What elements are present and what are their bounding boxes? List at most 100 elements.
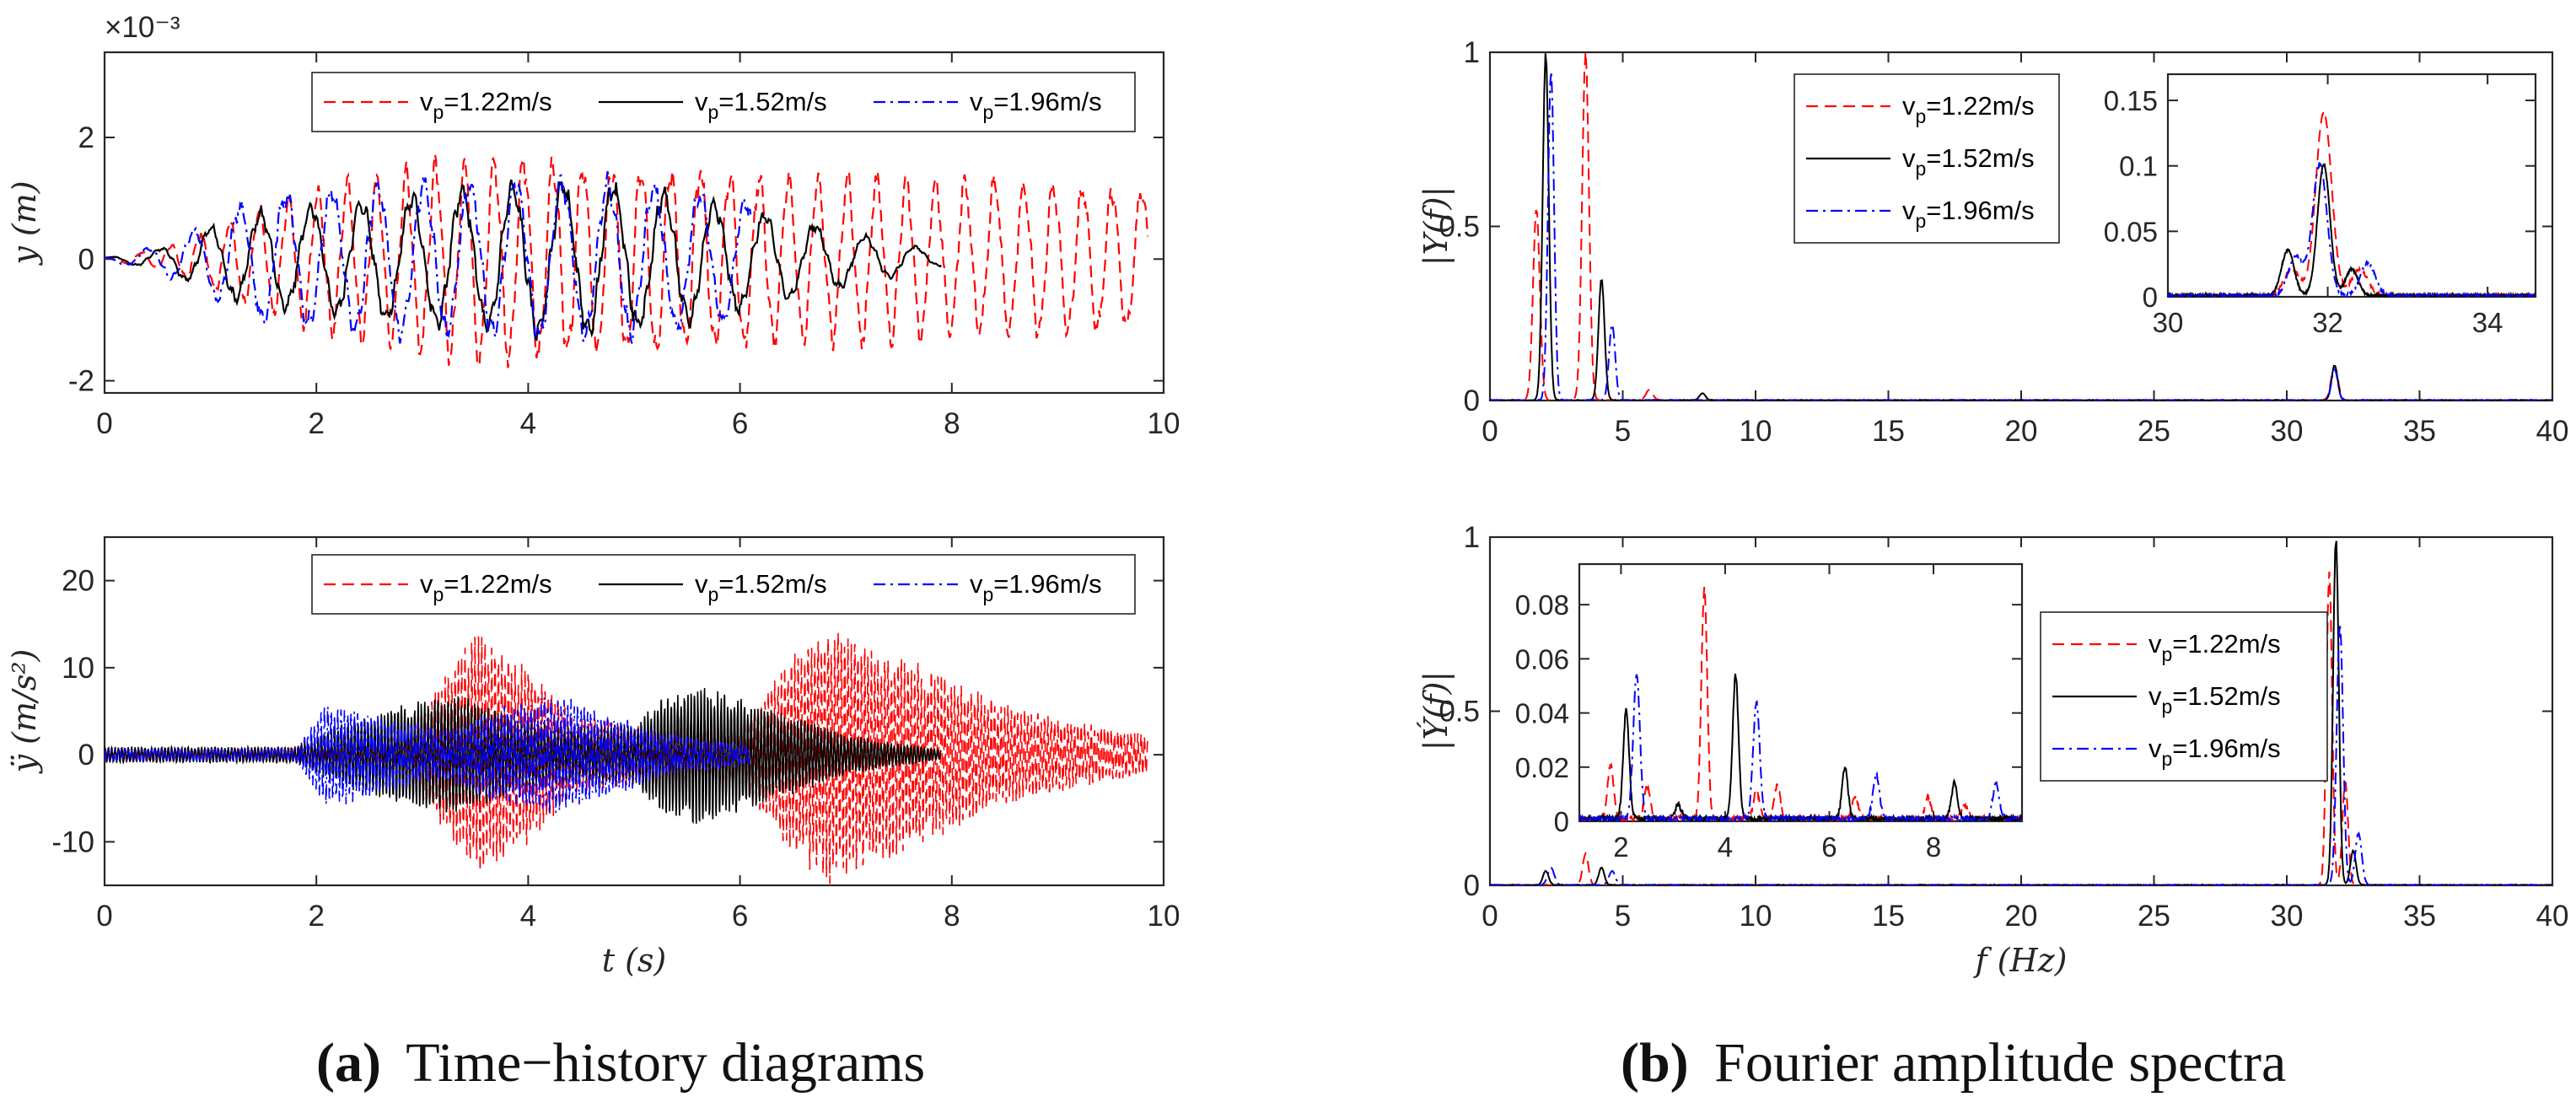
x-axis-label: f (Hz): [1973, 942, 2068, 979]
series-line: [1490, 71, 2552, 401]
legend-label: vp=1.96m/s: [970, 569, 1102, 605]
legend-label: vp=1.22m/s: [2148, 629, 2281, 665]
plot-frame: [2166, 73, 2537, 298]
x-tick-label: 40: [2536, 900, 2569, 933]
y-tick-label: 0: [78, 739, 94, 772]
x-tick-label: 5: [1615, 900, 1631, 933]
x-tick-label: 6: [732, 407, 748, 440]
x-tick-label: 0: [1482, 415, 1498, 448]
legend-label: vp=1.22m/s: [1902, 91, 2035, 127]
x-tick-label: 8: [1926, 831, 1941, 863]
series-line: [105, 170, 752, 344]
legend-box: [311, 554, 1136, 615]
series-group: [1490, 52, 2552, 401]
x-tick-label: 34: [2472, 307, 2503, 338]
y-tick-label: 0.1: [2119, 151, 2158, 182]
series-group: [1490, 540, 2552, 885]
x-tick-label: 10: [1148, 407, 1180, 440]
x-axis-label: t (s): [602, 942, 667, 979]
y-exponent-label: ×10⁻³: [105, 11, 180, 44]
series-line: [1579, 674, 2022, 821]
series-group: [105, 153, 1149, 368]
legend-label: vp=1.96m/s: [970, 87, 1102, 123]
y-tick-label: -2: [68, 365, 94, 398]
y-tick-label: 0: [1464, 384, 1480, 417]
legend-label: vp=1.96m/s: [2148, 734, 2281, 770]
x-tick-label: 20: [2005, 900, 2038, 933]
y-tick-label: 0: [1554, 806, 1569, 837]
y-tick-label: 0.04: [1515, 698, 1569, 729]
legend-label: vp=1.96m/s: [1902, 196, 2035, 232]
legend-box: [311, 72, 1136, 132]
legend-label: vp=1.22m/s: [420, 87, 552, 123]
legend-label: vp=1.52m/s: [1902, 143, 2035, 180]
x-tick-label: 0: [96, 900, 112, 933]
x-tick-label: 10: [1740, 415, 1772, 448]
y-tick-label: 0: [1464, 869, 1480, 902]
inset-series-group: [1579, 586, 2022, 821]
x-tick-label: 8: [944, 900, 960, 933]
legend-label: vp=1.52m/s: [2148, 681, 2281, 718]
x-tick-label: 32: [2312, 307, 2343, 338]
inset-series-group: [2168, 110, 2536, 297]
y-tick-label: 0.02: [1515, 752, 1569, 783]
x-tick-label: 2: [1613, 831, 1628, 863]
x-tick-label: 10: [1148, 900, 1180, 933]
y-tick-label: 10: [62, 652, 94, 685]
x-tick-label: 10: [1740, 900, 1772, 933]
x-tick-label: 35: [2403, 900, 2436, 933]
y-axis-label: ÿ (m/s²): [6, 649, 43, 775]
x-tick-label: 4: [1718, 831, 1733, 863]
y-axis-label: |Y(f)|: [1417, 186, 1455, 266]
y-tick-label: 0.08: [1515, 589, 1569, 621]
y-tick-label: 1: [1464, 521, 1480, 554]
legend-label: vp=1.22m/s: [420, 569, 552, 605]
x-tick-label: 25: [2138, 900, 2170, 933]
series-line: [2168, 161, 2536, 297]
y-tick-label: 0.05: [2104, 216, 2158, 247]
x-tick-label: 40: [2536, 415, 2569, 448]
x-tick-label: 30: [2153, 307, 2184, 338]
x-tick-label: 6: [732, 900, 748, 933]
x-tick-label: 0: [96, 407, 112, 440]
y-axis-label: y (m): [6, 180, 43, 266]
y-tick-label: 0: [78, 243, 94, 276]
legend-label: vp=1.52m/s: [695, 87, 827, 123]
y-tick-label: 0.15: [2104, 85, 2158, 116]
y-tick-label: 0.5: [1439, 696, 1480, 729]
x-tick-label: 0: [1482, 900, 1498, 933]
legend-label: vp=1.52m/s: [695, 569, 827, 605]
series-line: [1490, 540, 2552, 885]
caption-b: (b) Fourier amplitude spectra: [1621, 1032, 2286, 1094]
y-tick-label: -10: [51, 825, 94, 858]
x-tick-label: 35: [2403, 415, 2436, 448]
x-tick-label: 5: [1615, 415, 1631, 448]
x-tick-label: 2: [308, 900, 324, 933]
chart-acc-time: 0 2 4 6 8 10 -10 0 10 20 vp=1.22m/s vp=1.52m/s vp=1.…: [6, 535, 1180, 979]
y-tick-label: 20: [62, 565, 94, 598]
y-tick-label: 0.5: [1439, 211, 1480, 244]
y-tick-label: 0.06: [1515, 643, 1569, 675]
x-tick-label: 15: [1872, 900, 1905, 933]
y-axis-label: |Ý(f)|: [1417, 671, 1455, 750]
x-tick-label: 15: [1872, 415, 1905, 448]
x-tick-label: 2: [308, 407, 324, 440]
x-tick-label: 4: [520, 407, 536, 440]
x-tick-label: 30: [2271, 415, 2304, 448]
plot-frame: [1578, 562, 2024, 823]
y-tick-label: 0: [2143, 282, 2158, 313]
chart-acc-fft: 0 5 10 15 20 25 30 35 40 0 0.5 1 2 4 6 8 0 0.02 0.04 0.06 0.…: [1417, 521, 2568, 979]
series-line: [105, 697, 751, 815]
y-tick-label: 1: [1464, 36, 1480, 69]
series-group: [105, 632, 1148, 884]
x-tick-label: 30: [2271, 900, 2304, 933]
chart-disp-fft: 0 5 10 15 20 25 30 35 40 0 0.5 1 vp=1.22m/s vp=1.52m/…: [1417, 36, 2568, 448]
x-tick-label: 4: [520, 900, 536, 933]
series-line: [105, 179, 943, 341]
x-tick-label: 8: [944, 407, 960, 440]
x-tick-label: 20: [2005, 415, 2038, 448]
x-tick-label: 6: [1821, 831, 1837, 863]
x-tick-label: 25: [2138, 415, 2170, 448]
